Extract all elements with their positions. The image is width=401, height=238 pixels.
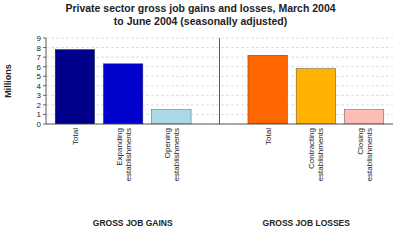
grid — [46, 38, 393, 124]
y-axis — [46, 38, 47, 124]
text-line: Private sector gross job gains and losse… — [65, 2, 335, 14]
tick-label: 5 — [37, 72, 42, 81]
tick-mark — [43, 47, 46, 48]
category-label: Total — [264, 128, 273, 145]
tick-label: 9 — [37, 34, 42, 43]
tick-mark — [43, 38, 46, 39]
bar — [152, 110, 192, 124]
tick-mark — [43, 66, 46, 67]
tick-mark — [43, 85, 46, 86]
text-line: establishments — [172, 128, 181, 181]
tick-label: 7 — [37, 53, 42, 62]
bar — [248, 55, 288, 124]
text-line: establishments — [365, 128, 374, 181]
bar — [296, 69, 336, 124]
tick-label: 1 — [37, 110, 42, 119]
title: Private sector gross job gains and losse… — [65, 2, 335, 27]
bar — [344, 110, 384, 124]
group-label: GROSS JOB LOSSES — [263, 218, 351, 228]
category-label: Total — [71, 128, 80, 145]
tick-mark — [43, 57, 46, 58]
bar — [103, 64, 143, 124]
text-line: Expanding — [115, 128, 124, 166]
tick-mark — [43, 95, 46, 96]
text-line: establishments — [316, 128, 325, 181]
tick-mark — [43, 124, 46, 125]
tick-label: 8 — [37, 44, 42, 53]
text-line: Total — [264, 128, 273, 145]
text-line: to June 2004 (seasonally adjusted) — [114, 15, 287, 27]
tick-label: 6 — [37, 63, 42, 72]
category-label: Expandingestablishments — [115, 128, 133, 181]
tick-label: 0 — [37, 120, 42, 129]
tick-mark — [43, 114, 46, 115]
tick-label: 2 — [37, 101, 42, 110]
chart-svg: Private sector gross job gains and losse… — [0, 0, 401, 238]
text-line: Closing — [356, 128, 365, 155]
chart-container: Private sector gross job gains and losse… — [0, 0, 401, 238]
tick-label: 3 — [37, 91, 42, 100]
tick-label: 4 — [37, 82, 42, 91]
text-line: establishments — [124, 128, 133, 181]
category-label: Contractingestablishments — [307, 128, 325, 181]
bar — [55, 49, 95, 124]
category-label: Openingestablishments — [163, 128, 181, 181]
text-line: Opening — [163, 128, 172, 158]
text-line: Total — [71, 128, 80, 145]
axis-label: Millions — [3, 64, 13, 98]
group-divider — [219, 38, 220, 124]
text-line: Contracting — [307, 128, 316, 169]
tick-mark — [43, 76, 46, 77]
group-label: GROSS JOB GAINS — [93, 218, 173, 228]
category-label: Closingestablishments — [356, 128, 374, 181]
tick-mark — [43, 104, 46, 105]
